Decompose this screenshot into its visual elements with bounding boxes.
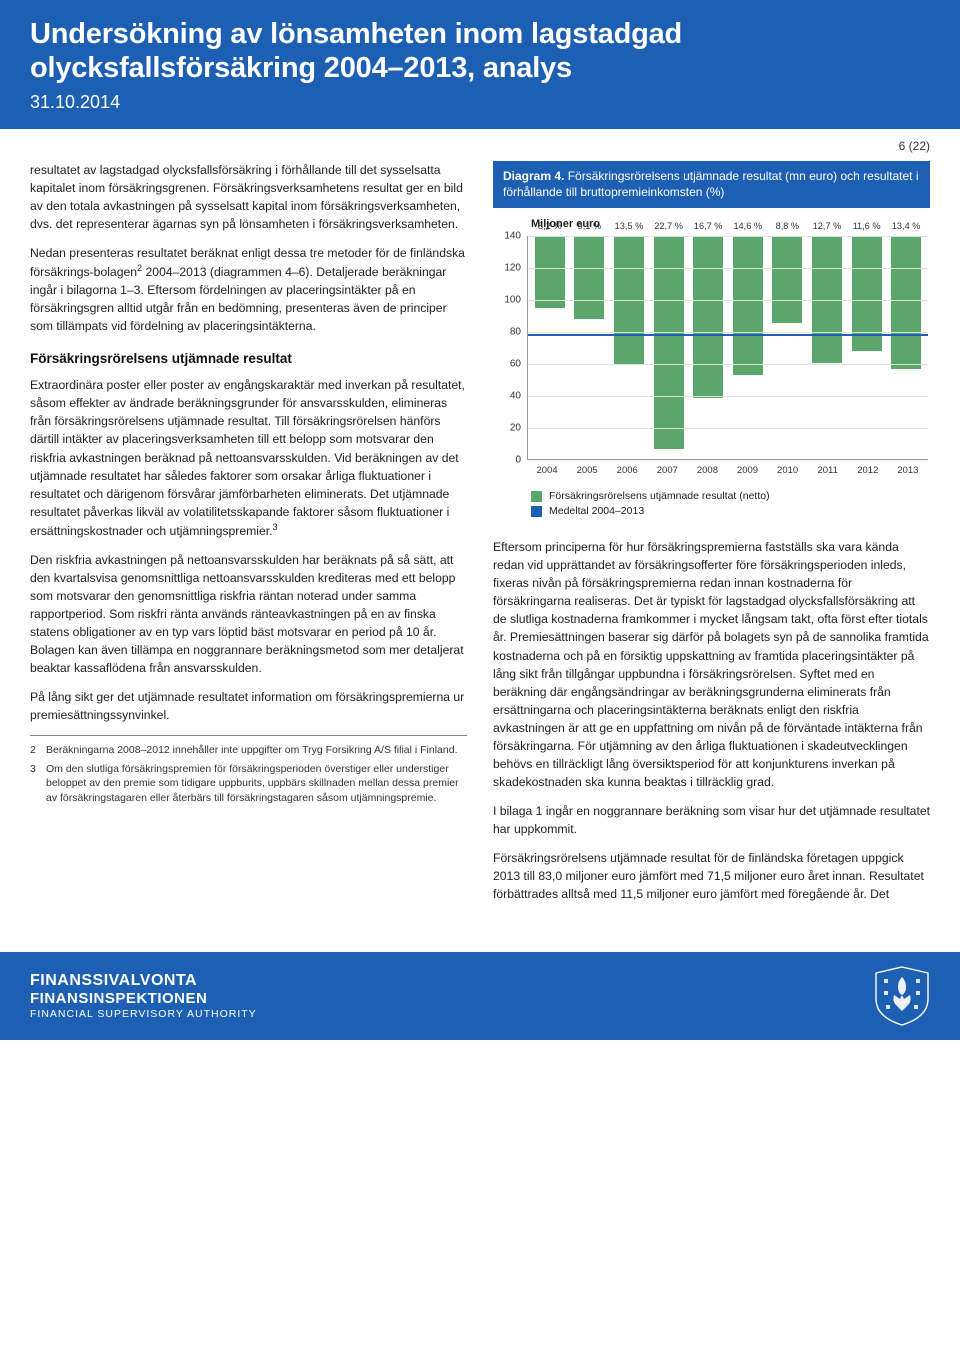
chart-bar: 14,6 % [733,236,763,375]
bar-chart: Miljoner euro 020406080100120140 8,2 %9,… [493,218,930,524]
body-paragraph: I bilaga 1 ingår en noggrannare beräknin… [493,802,930,838]
chart-bar: 13,4 % [891,236,921,369]
footer-org-name: FINANSSIVALVONTA FINANSINSPEKTIONEN FINA… [30,972,257,1020]
body-paragraph: Eftersom principerna för hur försäkrings… [493,538,930,791]
chart-plot-area: 8,2 %9,1 %13,5 %22,7 %16,7 %14,6 %8,8 %1… [527,236,928,460]
footnote: 3 Om den slutliga försäkringspremien för… [30,762,467,805]
chart-bar-label: 14,6 % [733,221,762,231]
content-columns: resultatet av lagstadgad olycksfallsförs… [0,157,960,934]
chart-bar: 8,8 % [772,236,802,322]
page-title: Undersökning av lönsamheten inom lagstad… [30,18,930,86]
footnotes: 2 Beräkningarna 2008–2012 innehåller int… [30,735,467,805]
chart-bar: 8,2 % [535,236,565,308]
body-paragraph: På lång sikt ger det utjämnade resultate… [30,688,467,724]
chart-x-axis: 2004200520062007200820092010201120122013 [527,460,928,476]
chart-bar: 9,1 % [574,236,604,319]
body-paragraph: Nedan presenteras resultatet beräknat en… [30,244,467,335]
chart-bar-label: 9,1 % [578,221,602,231]
chart-bar-label: 8,2 % [538,221,562,231]
legend-label: Försäkringsrörelsens utjämnade resultat … [549,490,770,502]
footnote: 2 Beräkningarna 2008–2012 innehåller int… [30,743,467,757]
page-header: Undersökning av lönsamheten inom lagstad… [0,0,960,129]
right-column: Diagram 4. Försäkringsrörelsens utjämnad… [493,161,930,914]
chart-bar-label: 22,7 % [654,221,683,231]
page-number: 6 (22) [0,129,960,157]
chart-average-line [528,334,928,336]
chart-bar-label: 13,4 % [892,221,921,231]
body-paragraph: Den riskfria avkastningen på nettoansvar… [30,551,467,677]
chart-bar-label: 12,7 % [813,221,842,231]
diagram-caption: Diagram 4. Försäkringsrörelsens utjämnad… [493,161,930,208]
legend-swatch-icon [531,506,542,517]
body-paragraph: Extraordinära poster eller poster av eng… [30,376,467,539]
coat-of-arms-icon [874,965,930,1027]
chart-bar-label: 13,5 % [615,221,644,231]
chart-legend: Försäkringsrörelsens utjämnade resultat … [531,490,928,517]
chart-bar-label: 16,7 % [694,221,723,231]
legend-label: Medeltal 2004–2013 [549,505,644,517]
section-heading: Försäkringsrörelsens utjämnade resultat [30,351,467,366]
page-date: 31.10.2014 [30,92,930,113]
left-column: resultatet av lagstadgad olycksfallsförs… [30,161,467,914]
legend-swatch-icon [531,491,542,502]
chart-bar-label: 8,8 % [776,221,800,231]
body-paragraph: Försäkringsrörelsens utjämnade resultat … [493,849,930,903]
page-footer: FINANSSIVALVONTA FINANSINSPEKTIONEN FINA… [0,952,960,1040]
chart-bar-label: 11,6 % [853,221,881,231]
chart-bar: 16,7 % [693,236,723,398]
chart-y-axis: 020406080100120140 [495,236,527,460]
body-paragraph: resultatet av lagstadgad olycksfallsförs… [30,161,467,233]
